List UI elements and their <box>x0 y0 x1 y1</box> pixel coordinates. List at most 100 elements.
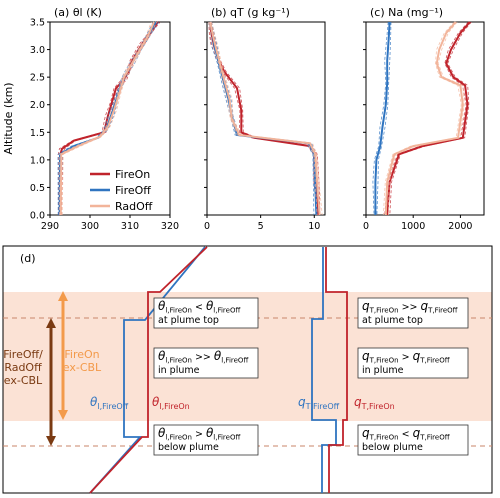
y-tick-label: 2.0 <box>30 100 45 111</box>
legend: FireOn FireOff RadOff <box>90 168 153 213</box>
q-comparison-box-3-frame <box>357 424 469 456</box>
q-comparison-box-1-rhs-sub: T,FireOff <box>427 307 458 315</box>
theta-comparison-box-2-lhs-sub: l,FireOn <box>165 357 192 365</box>
q-comparison-box-3-lhs-sub: T,FireOn <box>369 434 399 442</box>
schematic-diagram: (d)FireOff/RadOffex-CBLFireOnex-CBLθl,Fi… <box>2 245 493 494</box>
y-tick-label: 1.5 <box>30 128 45 139</box>
legend-label-FireOn: FireOn <box>115 168 150 181</box>
theta-comparison-box-1-frame <box>153 297 259 329</box>
theta-comparison-box-2-rhs-sub: l,FireOff <box>221 357 248 365</box>
q-fireon-label-symbol: q <box>354 395 362 409</box>
theta-comparison-box-3-op: > <box>192 429 206 440</box>
series-FireOff-member-line <box>57 21 154 216</box>
q-fireoff-profile <box>311 247 337 493</box>
theta-comparison-box-2-relation: θl,FireOn >> θl,FireOff <box>158 349 248 365</box>
fireon-cbl-arrow-head-top <box>58 291 68 301</box>
theta-comparison-box-2-location: in plume <box>158 365 200 376</box>
fireon-cbl-arrow-head-bottom <box>58 410 68 420</box>
q-comparison-box-1-rhs: q <box>421 299 429 313</box>
theta-comparison-box-2-rhs: θ <box>214 349 222 363</box>
q-comparison-box-2-relation: qT,FireOn > qT,FireOff <box>362 349 450 365</box>
theta-comparison-box-1-op: < <box>192 302 206 313</box>
q-fireon-label-subscript: T,FireOn <box>361 402 395 411</box>
fireon-cbl-arrow <box>58 291 68 420</box>
q-comparison-box-1-location: at plume top <box>362 315 423 326</box>
panel-a: 0.0 0.5 1.0 1.5 2.0 2.5 3.0 3.5 290 300 310 320 (a) … <box>30 6 179 232</box>
x-tick-label: 320 <box>161 221 179 232</box>
fireoff-cbl-label: RadOff <box>4 361 42 374</box>
series-FireOff-member-line <box>376 21 392 216</box>
q-comparison-box-1-op: >> <box>399 302 421 313</box>
series-RadOff-member-line <box>211 21 323 216</box>
series-RadOff-member-line <box>208 21 318 216</box>
series-FireOn-member-line <box>211 21 321 216</box>
q-comparison-box-1-lhs-sub: T,FireOn <box>369 307 399 315</box>
series-RadOff-member-line <box>58 21 152 216</box>
x-tick-label: 310 <box>121 221 139 232</box>
y-tick-label: 2.5 <box>30 73 45 84</box>
legend-label-RadOff: RadOff <box>115 200 153 213</box>
theta-comparison-box-3-frame <box>153 424 259 456</box>
diagram-frame <box>2 245 493 494</box>
legend-label-FireOff: FireOff <box>115 184 151 197</box>
series-RadOff-member-line <box>382 21 462 216</box>
x-tick-label: 2000 <box>448 221 472 232</box>
q-comparison-box-1-lhs: q <box>362 299 370 313</box>
panel-title: (c) Na (mg⁻¹) <box>370 6 443 19</box>
panel-c: 0 1000 2000 (c) Na (mg⁻¹) <box>363 6 485 232</box>
panel-frame <box>49 21 171 216</box>
theta-comparison-box-1-rhs-sub: l,FireOff <box>213 307 240 315</box>
series-FireOn-member-line <box>389 21 472 216</box>
q-fireoff-label-symbol: q <box>298 395 306 409</box>
theta-fireon-profile <box>89 246 208 494</box>
fireoff-cbl-label: FireOff/ <box>3 348 43 361</box>
fireon-cbl-label: ex-CBL <box>63 361 102 374</box>
q-comparison-box-2-op: > <box>399 352 413 363</box>
series-FireOff-line <box>374 21 391 215</box>
theta-fireoff-label-symbol: θ <box>90 395 98 409</box>
diagram-title: (d) <box>20 252 36 265</box>
x-tick-label: 300 <box>81 221 99 232</box>
series-RadOff-line <box>384 21 464 216</box>
q-comparison-box-3-rhs-sub: T,FireOff <box>419 434 450 442</box>
theta-comparison-box-1-rhs: θ <box>206 299 214 313</box>
q-comparison-box-2-rhs: q <box>413 349 421 363</box>
theta-comparison-box-3-lhs: θ <box>158 426 166 440</box>
y-tick-label: 0.0 <box>30 211 45 222</box>
theta-fireon-label-symbol: θ <box>152 395 160 409</box>
x-tick-label: 290 <box>41 221 59 232</box>
y-tick-label: 3.0 <box>30 45 45 56</box>
series-FireOn-line <box>209 21 320 216</box>
series-FireOn-line <box>386 21 471 216</box>
panel-title: (b) qT (g kg⁻¹) <box>211 6 290 19</box>
theta-comparison-box-1-lhs-sub: l,FireOn <box>165 307 192 315</box>
theta-fireon-label-subscript: l,FireOn <box>159 402 189 411</box>
theta-comparison-box-3-relation: θl,FireOn > θl,FireOff <box>158 426 240 442</box>
theta-comparison-box-1-lhs: θ <box>158 299 166 313</box>
fireoff-cbl-arrow-head-bottom <box>46 436 56 446</box>
theta-comparison-box-3-location: below plume <box>158 442 219 453</box>
theta-fireoff-label-subscript: l,FireOff <box>97 402 128 411</box>
q-comparison-box-2-frame <box>357 347 469 379</box>
panel-b: 0 5 10 (b) qT (g kg⁻¹) <box>204 6 326 232</box>
theta-comparison-box-2-lhs: θ <box>158 349 166 363</box>
theta-fireon-label: θl,FireOn <box>152 395 190 411</box>
panel-frame <box>365 21 485 216</box>
x-tick-label: 10 <box>308 221 320 232</box>
x-tick-label: 0 <box>204 221 210 232</box>
series-FireOff-line <box>209 21 318 216</box>
theta-comparison-box-3-lhs-sub: l,FireOn <box>165 434 192 442</box>
fireoff-cbl-arrow <box>46 318 56 446</box>
fireoff-cbl-arrow-head-top <box>46 318 56 328</box>
series-FireOn-line <box>59 21 159 216</box>
series-FireOn-member-line <box>384 21 469 216</box>
q-comparison-box-2-rhs-sub: T,FireOff <box>419 357 450 365</box>
theta-comparison-box-3-rhs: θ <box>206 426 214 440</box>
q-comparison-box-1-frame <box>357 297 469 329</box>
theta-comparison-box-3-rhs-sub: l,FireOff <box>213 434 240 442</box>
y-tick-label: 0.5 <box>30 183 45 194</box>
